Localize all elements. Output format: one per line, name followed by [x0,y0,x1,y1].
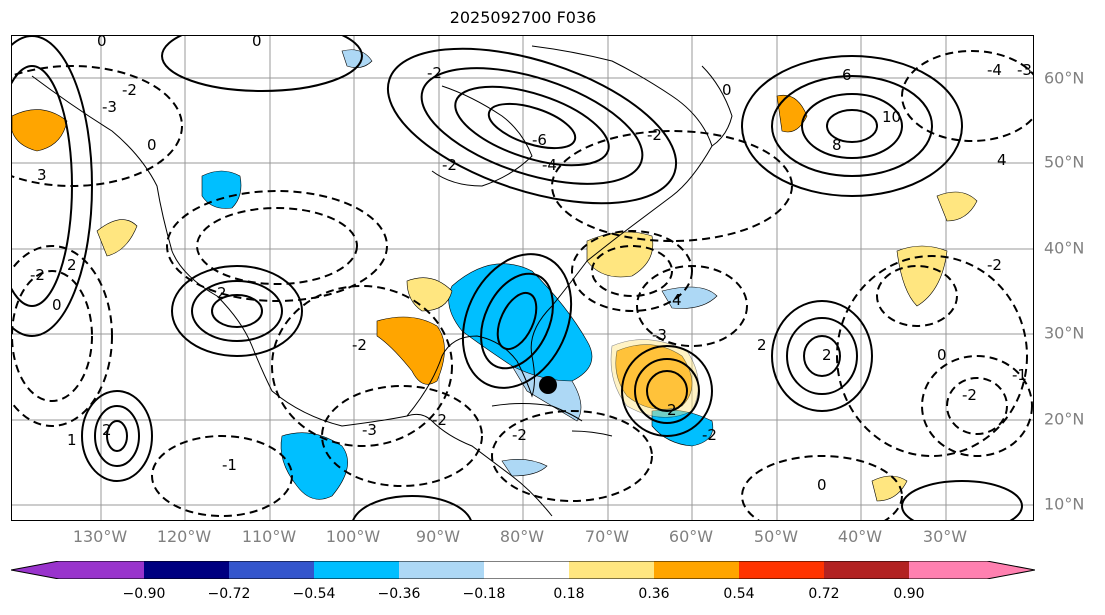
lon-label: 110°W [241,527,297,546]
colorbar-segment [144,561,229,579]
shade-orange-texas [376,316,445,385]
colorbar-tick-label: 0.18 [553,586,585,602]
contour-label: 0 [817,476,827,494]
contour-label: -2 [702,426,717,444]
contour-label: 2 [757,336,767,354]
lon-label: 40°W [837,527,883,546]
map-panel: 0 -2 -3 0 0 -2 -4 -6 -2 -2 2 3 -3 -2 -1 … [11,35,1034,521]
colorbar-segment [739,561,824,579]
contour-label: -4 [542,156,557,174]
contour-label: -2 [647,126,662,144]
contour-label-layer: 0 -2 -3 0 0 -2 -4 -6 -2 -2 2 3 -3 -2 -1 … [12,35,1033,520]
lon-label: 50°W [753,527,799,546]
contour-label: -6 [532,131,547,149]
contour-label: -2 [427,64,442,82]
contour-label: 2 [67,256,77,274]
shade-orange-alaska [12,109,68,152]
shade-blue-northwest [201,170,242,209]
contour-label: 6 [842,66,852,84]
contour-label: 0 [147,136,157,154]
contour-label: -2 [962,386,977,404]
lon-label: 90°W [415,527,461,546]
contour-label: -1 [222,456,237,474]
contour-label: 4 [672,291,682,309]
colorbar-segment [11,561,144,579]
contour-label: 4 [997,151,1007,169]
contour-label: -1 [1012,366,1027,384]
contour-label: -2 [30,266,45,284]
contour-label: 0 [97,35,107,50]
contour-label: 2 [667,401,677,419]
contour-label: -2 [122,81,137,99]
contour-label: 2 [217,284,227,302]
colorbar-tick-label: 0.72 [808,586,840,602]
contour-label: -2 [352,336,367,354]
colorbar-segment [654,561,739,579]
contour-label: 2 [102,421,112,439]
contour-label: 0 [52,296,62,314]
contour-label: 2 [822,346,832,364]
lat-label: 60°N [1044,68,1085,88]
colorbar-segment [484,561,569,579]
shade-lightblue-carib [501,459,548,477]
colorbar-tick-label: −0.54 [292,586,336,602]
colorbar-segment [314,561,399,579]
shade-yellow-east [896,245,948,307]
contour-label: -2 [987,256,1002,274]
lon-label: 70°W [584,527,630,546]
contour-label: 10 [882,108,902,126]
shade-yellow-se [871,475,908,502]
contour-label: -2 [442,156,457,174]
map-canvas [12,36,1033,520]
shade-lightblue-mid [661,286,718,309]
colorbar-tick-label: −0.18 [462,586,506,602]
contour-label: 0 [937,346,947,364]
map-title: 2025092700 F036 [449,8,597,27]
colorbar-segment [909,561,1035,579]
colorbar [11,561,1035,579]
lon-label: 130°W [72,527,128,546]
colorbar-tick-label: −0.90 [122,586,166,602]
lat-label: 30°N [1044,323,1085,343]
storm-center-marker [539,376,557,394]
contour-label: 1 [67,431,77,449]
lat-label: 20°N [1044,409,1085,429]
colorbar-segment [569,561,654,579]
contour-label: -4 [987,61,1002,79]
shade-blue-mexico [280,432,348,500]
lon-label: 120°W [156,527,212,546]
shade-lightblue-pac [341,49,373,68]
colorbar-tick-label: −0.72 [207,586,251,602]
contour-label: -2 [432,411,447,429]
lon-label: 30°W [922,527,968,546]
contour-label: 0 [252,35,262,50]
colorbar-tick-label: 0.90 [893,586,925,602]
contour-label: -3 [362,421,377,439]
colorbar-tick-label: 0.36 [638,586,670,602]
contour-label: -3 [102,98,117,116]
contour-label: -3 [1017,61,1032,79]
contour-label: -2 [512,426,527,444]
contour-label: 0 [722,81,732,99]
contour-label: 3 [37,166,47,184]
contour-label: -3 [652,326,667,344]
colorbar-segment [399,561,484,579]
contour-label: 8 [832,136,842,154]
colorbar-tick-label: 0.54 [723,586,755,602]
shade-yellow-small [936,191,978,222]
lat-label: 10°N [1044,494,1085,514]
lon-label: 60°W [668,527,714,546]
lat-label: 40°N [1044,238,1085,258]
colorbar-tick-label: −0.36 [377,586,421,602]
shaded-anomalies [12,49,978,502]
lat-label: 50°N [1044,152,1085,172]
positive-contours [12,36,1023,520]
lon-label: 100°W [325,527,381,546]
shade-yellow-pac [96,219,138,257]
colorbar-segment [824,561,909,579]
colorbar-segment [229,561,314,579]
lon-label: 80°W [499,527,545,546]
